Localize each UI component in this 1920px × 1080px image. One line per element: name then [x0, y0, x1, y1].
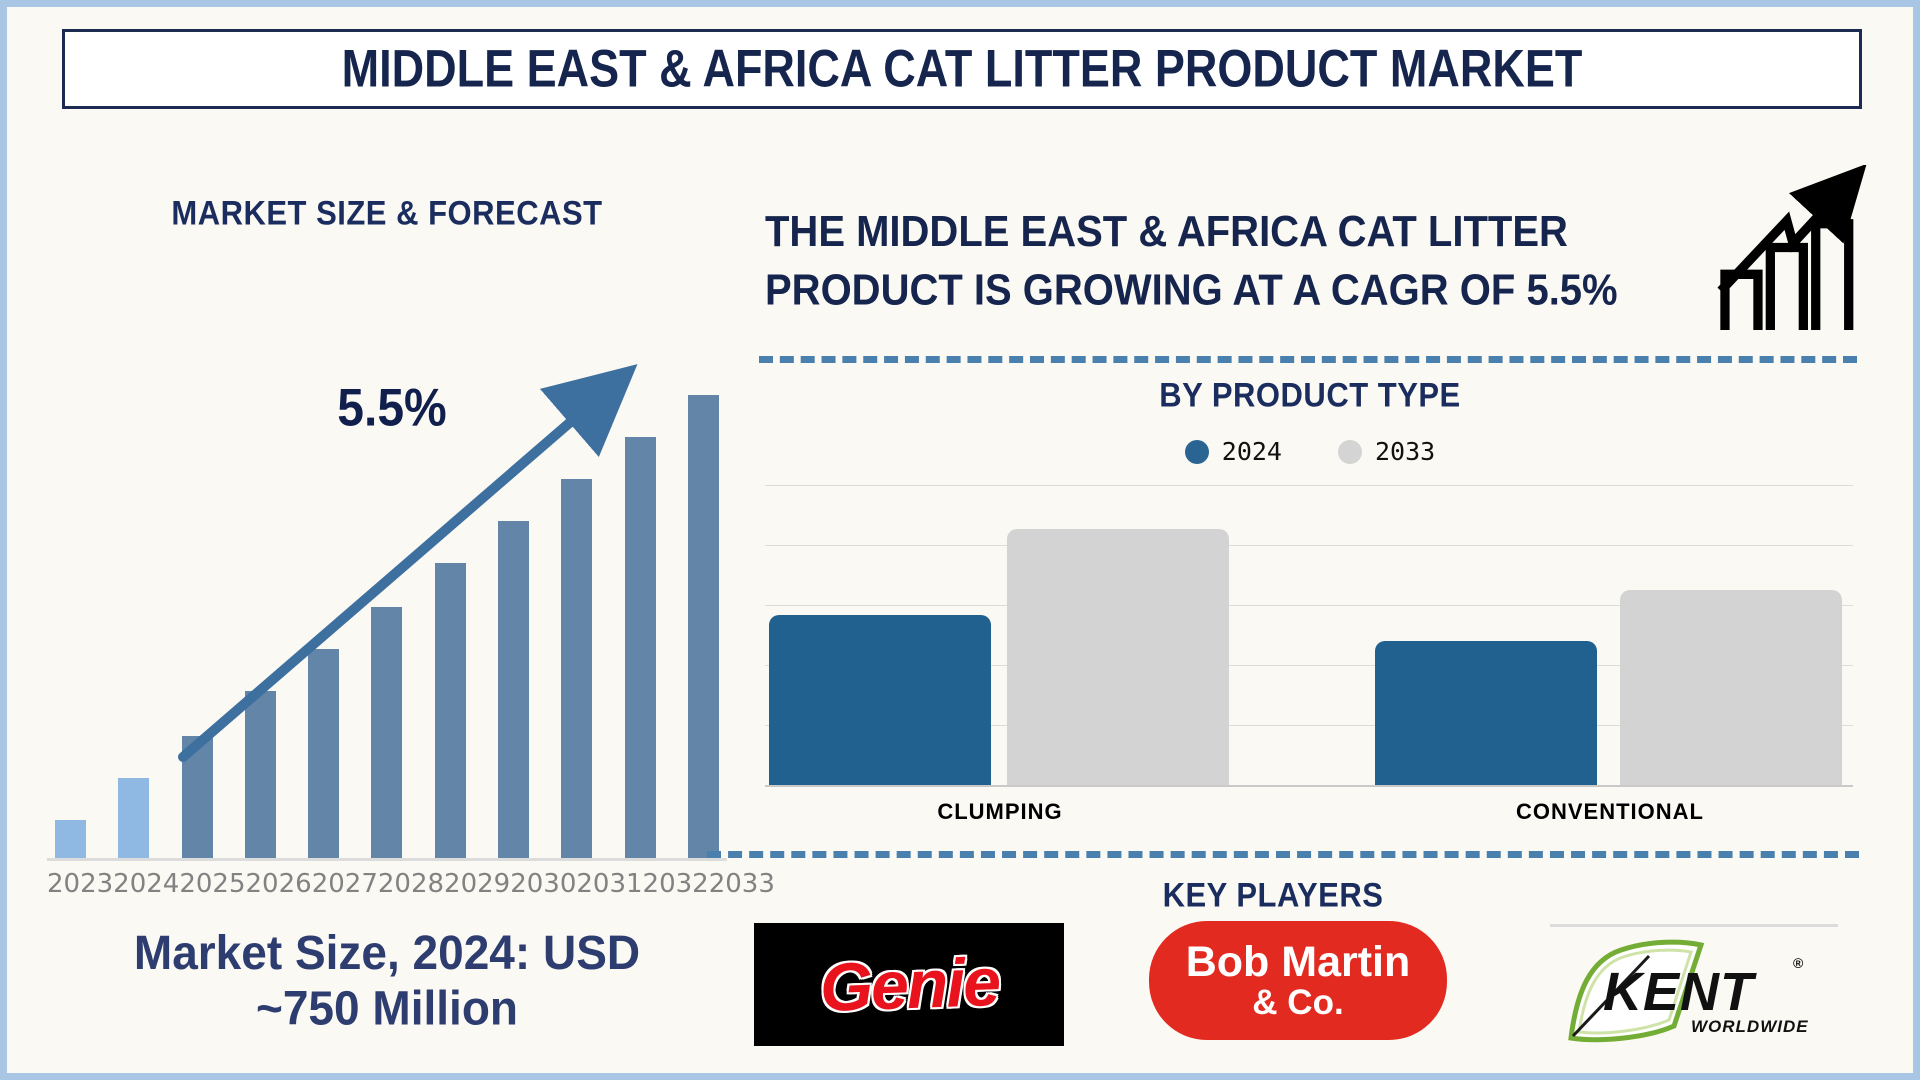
year-label: 2025 [179, 869, 246, 899]
logo-genie: Genie [754, 923, 1064, 1046]
forecast-bar-2031 [561, 479, 593, 859]
bar-clumping-2033 [1007, 529, 1229, 785]
legend-label-2033: 2033 [1375, 437, 1436, 466]
forecast-bar-2028 [371, 607, 403, 859]
logo-kent: KENT ® WORLDWIDE [1568, 939, 1809, 1043]
product-type-heading: BY PRODUCT TYPE [1159, 375, 1461, 415]
year-label: 2024 [113, 869, 180, 899]
market-size-forecast-heading: MARKET SIZE & FORECAST [171, 193, 603, 233]
page-title: MIDDLE EAST & AFRICA CAT LITTER PRODUCT … [341, 38, 1583, 99]
forecast-bar-2024 [118, 778, 150, 859]
kent-logo-divider [1550, 924, 1838, 927]
forecast-bar-2029 [434, 563, 466, 859]
legend-label-2024: 2024 [1221, 437, 1282, 466]
category-label-conventional: CONVENTIONAL [1516, 799, 1704, 824]
forecast-bars [47, 365, 727, 859]
year-label: 2027 [311, 869, 378, 899]
forecast-bar-2030 [498, 521, 530, 859]
year-label: 2031 [576, 869, 643, 899]
growth-icon [1717, 165, 1867, 330]
gridline [765, 605, 1853, 606]
gridline [765, 665, 1853, 666]
trend-arrow-icon [178, 364, 638, 762]
bob-martin-logo-line1: Bob Martin [1185, 937, 1411, 986]
kent-reg-mark: ® [1793, 955, 1804, 971]
logo-bob-martin: Bob Martin & Co. [1149, 921, 1447, 1040]
product-type-chart [765, 485, 1853, 787]
market-size-caption: Market Size, 2024: USD ~750 Million [27, 925, 747, 1037]
forecast-bar-2026 [244, 691, 276, 859]
year-label: 2030 [510, 869, 577, 899]
gridline [765, 485, 1853, 486]
year-label: 2026 [245, 869, 312, 899]
market-size-forecast-chart: 5.5% [47, 364, 727, 861]
forecast-year-axis: 2023 2024 2025 2026 2027 2028 2029 2030 … [47, 869, 775, 899]
x-axis-line [47, 858, 727, 861]
legend-dot-2024 [1184, 439, 1209, 464]
gridline [765, 545, 1853, 546]
year-label: 2028 [377, 869, 445, 899]
year-label: 2032 [642, 869, 709, 899]
kent-logo-subtext: WORLDWIDE [1691, 1017, 1809, 1036]
dashed-separator-bottom [707, 851, 1859, 858]
kent-logo-text: KENT [1603, 962, 1757, 1022]
product-type-legend: 2024 2033 [767, 437, 1853, 466]
legend-item-2024: 2024 [1184, 437, 1282, 466]
category-label-clumping: CLUMPING [937, 799, 1063, 824]
market-size-caption-line2: ~750 Million [255, 981, 519, 1036]
bar-conventional-2024 [1375, 641, 1597, 785]
year-label: 2033 [708, 869, 775, 899]
genie-logo-text: Genie [818, 943, 1000, 1026]
year-label: 2023 [47, 869, 114, 899]
forecast-bar-2023 [55, 820, 86, 859]
forecast-bar-2033 [687, 395, 719, 859]
market-size-caption-line1: Market Size, 2024: USD [133, 925, 641, 980]
key-players-heading: KEY PLAYERS [1162, 875, 1384, 915]
kent-leaf-icon [1568, 939, 1705, 1043]
cagr-annotation: 5.5% [337, 379, 447, 438]
bar-clumping-2024 [769, 615, 991, 785]
dashed-separator-top [759, 356, 1857, 363]
legend-dot-2033 [1338, 439, 1362, 464]
forecast-bar-2027 [308, 649, 340, 859]
x-axis-line [765, 785, 1853, 787]
forecast-bar-2032 [624, 437, 656, 859]
growth-statement: THE MIDDLE EAST & AFRICA CAT LITTER PROD… [765, 208, 1618, 315]
legend-item-2033: 2033 [1338, 437, 1435, 466]
title-banner: MIDDLE EAST & AFRICA CAT LITTER PRODUCT … [62, 29, 1862, 109]
bob-martin-logo-line2: & Co. [1252, 982, 1344, 1022]
year-label: 2029 [444, 869, 511, 899]
gridline [765, 725, 1853, 726]
bar-conventional-2033 [1620, 590, 1842, 785]
